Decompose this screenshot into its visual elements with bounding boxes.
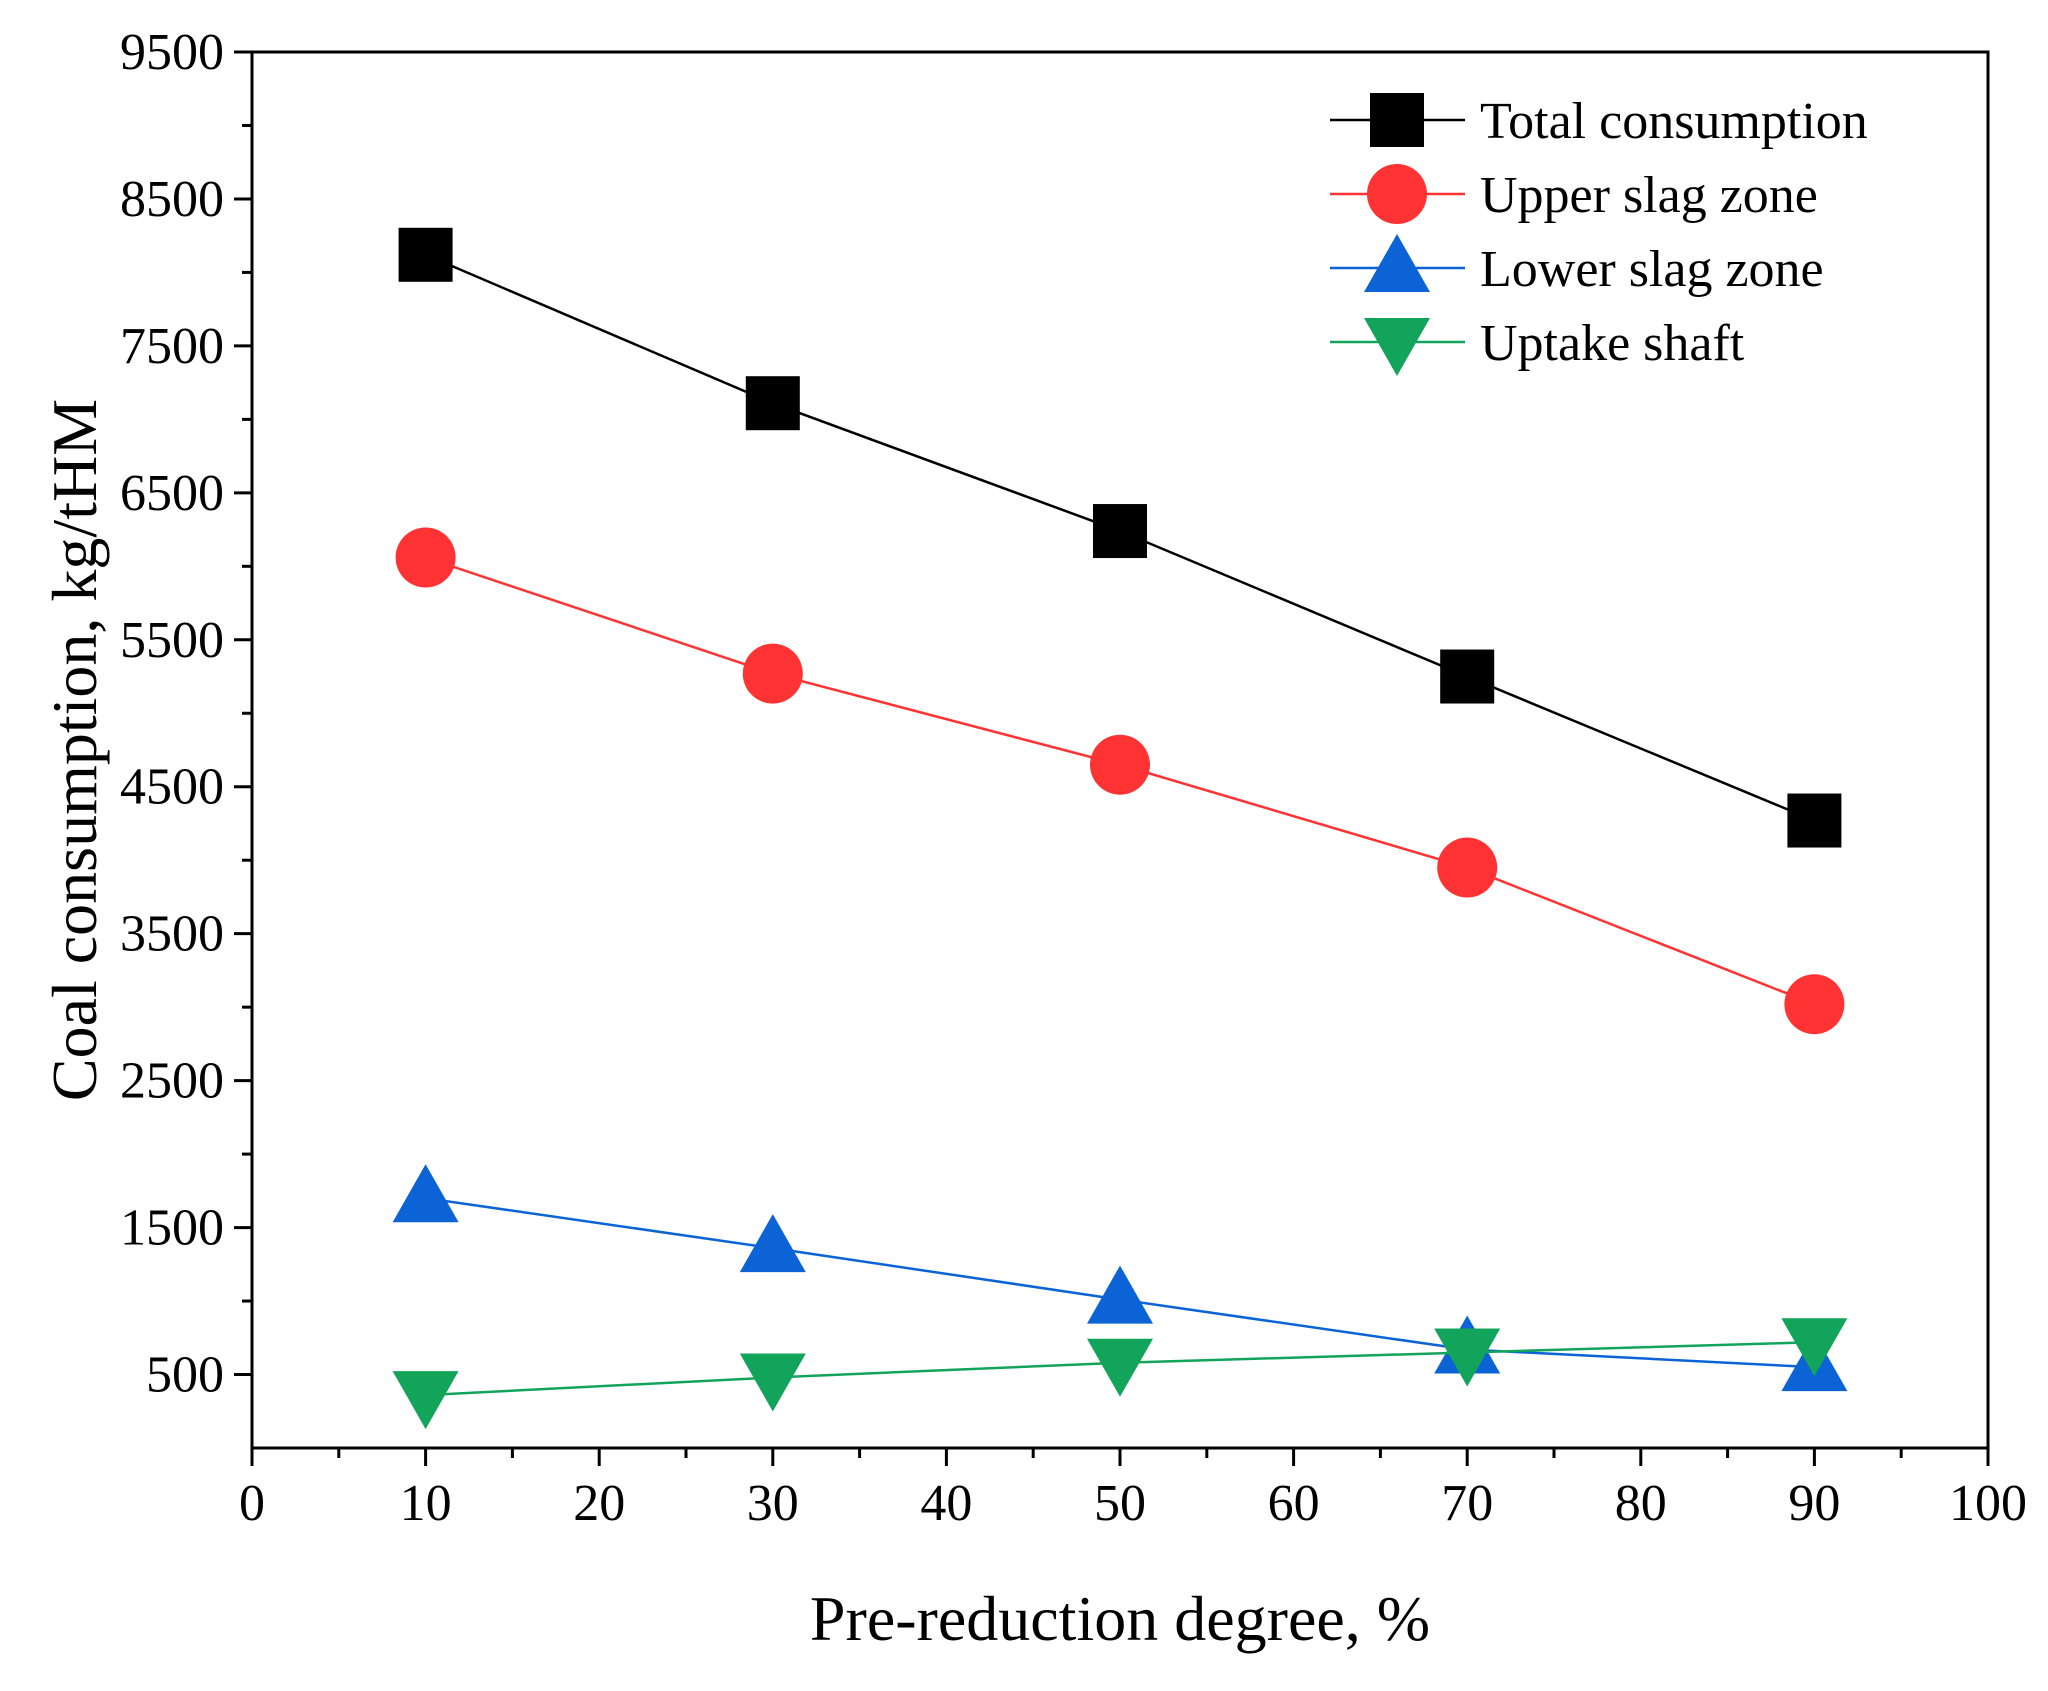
series-upper-slag-zone <box>395 527 1845 1035</box>
x-tick-label: 70 <box>1441 1475 1493 1532</box>
data-point <box>392 1164 459 1223</box>
data-point <box>1087 1265 1153 1324</box>
y-tick-label: 4500 <box>120 759 224 816</box>
data-point <box>1093 504 1147 559</box>
series-total-consumption <box>398 227 1842 848</box>
legend-marker <box>1364 234 1430 292</box>
y-tick-label: 500 <box>146 1347 224 1404</box>
y-tick-label: 8500 <box>120 171 224 228</box>
data-point <box>1090 734 1150 795</box>
legend-item: Lower slag zone <box>1330 234 1824 298</box>
y-tick-label: 7500 <box>120 318 224 375</box>
x-tick-label: 0 <box>239 1475 265 1532</box>
y-axis-title: Coal consumption, kg/tHM <box>39 399 110 1101</box>
legend-label: Upper slag zone <box>1480 167 1818 224</box>
x-tick-label: 40 <box>920 1475 972 1532</box>
x-tick-label: 50 <box>1094 1475 1146 1532</box>
legend-label: Uptake shaft <box>1480 315 1745 372</box>
x-axis-title: Pre-reduction degree, % <box>810 1583 1430 1654</box>
data-point <box>1434 1328 1501 1387</box>
legend-marker <box>1364 318 1430 376</box>
data-point <box>392 1371 459 1430</box>
legend-item: Total consumption <box>1330 93 1868 150</box>
x-tick-label: 100 <box>1949 1475 2027 1532</box>
data-point <box>1787 793 1842 848</box>
data-point <box>739 1214 806 1273</box>
x-tick-label: 90 <box>1788 1475 1840 1532</box>
data-point <box>398 227 453 282</box>
data-point <box>745 376 800 431</box>
data-point <box>395 527 456 588</box>
y-tick-label: 9500 <box>120 24 224 81</box>
legend-item: Upper slag zone <box>1330 164 1818 224</box>
series-layer <box>392 227 1848 1430</box>
data-point <box>1784 974 1845 1035</box>
y-tick-label: 1500 <box>120 1200 224 1257</box>
y-tick-label: 2500 <box>120 1053 224 1110</box>
x-tick-label: 60 <box>1268 1475 1320 1532</box>
x-tick-label: 20 <box>573 1475 625 1532</box>
data-point <box>1437 837 1498 898</box>
legend-marker <box>1370 93 1424 147</box>
legend-label: Total consumption <box>1480 93 1868 150</box>
legend-label: Lower slag zone <box>1480 241 1824 298</box>
y-tick-label: 3500 <box>120 906 224 963</box>
axes: 0 10 20 30 40 50 60 70 80 90 100 500 1500 2500 3500 450… <box>120 24 2027 1532</box>
legend-marker <box>1367 164 1427 224</box>
x-tick-label: 80 <box>1615 1475 1667 1532</box>
x-tick-label: 30 <box>747 1475 799 1532</box>
legend-item: Uptake shaft <box>1330 315 1745 376</box>
legend: Total consumption Upper slag zone Lower sl… <box>1330 93 1868 376</box>
data-point <box>1440 649 1495 704</box>
y-tick-label: 5500 <box>120 612 224 669</box>
data-point <box>1087 1338 1153 1397</box>
y-tick-label: 6500 <box>120 465 224 522</box>
series-uptake-shaft <box>392 1318 1848 1430</box>
data-point <box>739 1353 806 1412</box>
data-point <box>1781 1318 1848 1377</box>
x-tick-label: 10 <box>400 1475 452 1532</box>
data-point <box>742 643 803 704</box>
